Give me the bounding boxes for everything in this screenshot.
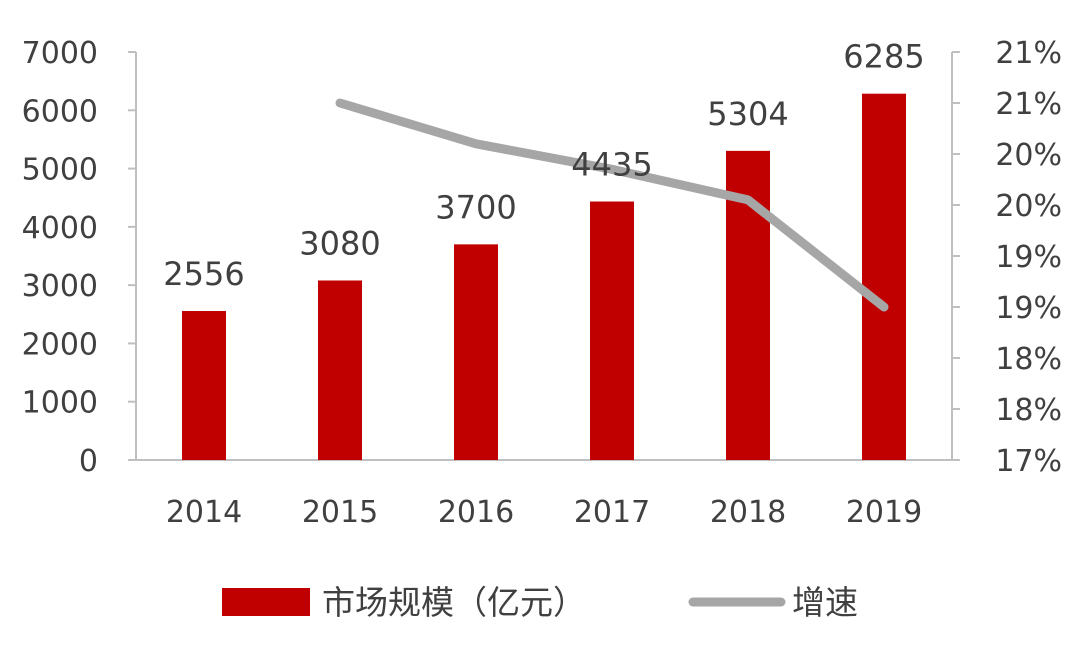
- y-left-tick-label: 5000: [22, 153, 98, 188]
- y-right-tick-label: 21%: [995, 36, 1062, 71]
- x-axis: 2014 2015 2016 2017 2018 2019: [136, 459, 952, 530]
- growth-point: [747, 198, 749, 201]
- legend: 市场规模（亿元） 增速: [222, 583, 858, 622]
- y-axis-right: 17% 18% 18% 19% 19% 20% 20% 21% 21%: [951, 36, 1062, 479]
- y-right-tick-label: 19%: [995, 291, 1062, 326]
- data-label-2019: 6285: [843, 38, 924, 76]
- x-tick-label: 2017: [574, 495, 650, 530]
- legend-label-growth: 增速: [792, 583, 858, 622]
- y-left-tick-label: 1000: [22, 386, 98, 421]
- y-left-tick-label: 3000: [22, 269, 98, 304]
- legend-swatch-market-size: [222, 588, 310, 616]
- x-tick-label: 2014: [166, 495, 242, 530]
- y-left-tick-label: 2000: [22, 327, 98, 362]
- data-label-2016: 3700: [435, 188, 516, 226]
- x-tick-label: 2018: [710, 495, 786, 530]
- y-right-tick-label: 18%: [995, 393, 1062, 428]
- x-tick-label: 2015: [302, 495, 378, 530]
- y-left-tick-label: 6000: [22, 94, 98, 129]
- y-right-tick-label: 19%: [995, 240, 1062, 275]
- y-right-tick-label: 18%: [995, 342, 1062, 377]
- data-label-2018: 5304: [707, 95, 788, 133]
- bar-2014: [182, 311, 226, 460]
- data-label-2015: 3080: [299, 224, 380, 262]
- bar-2016: [454, 244, 498, 460]
- data-label-2014: 2556: [163, 255, 244, 293]
- y-right-tick-label: 20%: [995, 138, 1062, 173]
- bar-2017: [590, 201, 634, 460]
- bar-2019: [862, 93, 906, 460]
- bar-2015: [318, 280, 362, 460]
- x-tick-label: 2016: [438, 495, 514, 530]
- y-left-tick-label: 0: [79, 444, 98, 479]
- y-right-tick-label: 17%: [995, 444, 1062, 479]
- y-right-tick-label: 21%: [995, 87, 1062, 122]
- x-tick-label: 2019: [846, 495, 922, 530]
- y-left-tick-label: 4000: [22, 211, 98, 246]
- growth-line-series: [335, 98, 889, 312]
- y-right-tick-label: 20%: [995, 189, 1062, 224]
- y-left-tick-label: 7000: [22, 36, 98, 71]
- data-labels: 2556 3080 3700 4435 5304 6285: [163, 38, 924, 293]
- y-axis-left: 0 1000 2000 3000 4000 5000 6000 7000: [22, 36, 137, 479]
- data-label-2017: 4435: [571, 146, 652, 184]
- legend-label-market-size: 市场规模（亿元）: [322, 583, 586, 622]
- growth-point: [475, 142, 477, 145]
- bar-series: [182, 93, 906, 460]
- growth-point: [883, 306, 885, 308]
- growth-point: [611, 168, 613, 171]
- growth-point: [339, 102, 341, 104]
